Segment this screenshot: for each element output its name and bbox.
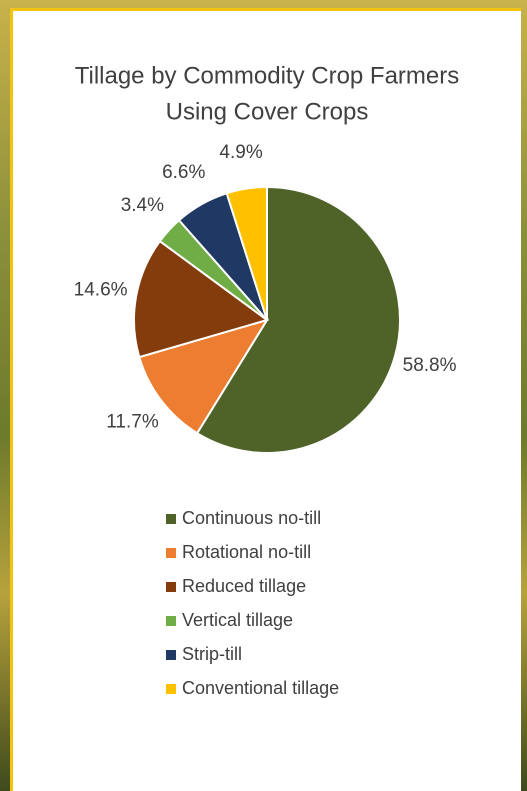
data-label: 58.8% bbox=[403, 355, 457, 376]
pie-slice bbox=[195, 185, 401, 454]
data-label: 3.4% bbox=[121, 195, 164, 216]
data-label: 4.9% bbox=[219, 142, 262, 163]
data-label: 6.6% bbox=[162, 162, 205, 183]
legend-swatch bbox=[166, 582, 176, 592]
legend-label: Conventional tillage bbox=[182, 678, 339, 698]
legend-label: Vertical tillage bbox=[182, 610, 293, 630]
legend-swatch bbox=[166, 650, 176, 660]
legend-swatch bbox=[166, 548, 176, 558]
chart-title: Tillage by Commodity Crop Farmers bbox=[75, 62, 460, 89]
legend-label: Rotational no-till bbox=[182, 542, 311, 562]
legend-swatch bbox=[166, 684, 176, 694]
legend-swatch bbox=[166, 616, 176, 626]
data-label: 14.6% bbox=[74, 279, 128, 300]
pie-slice bbox=[133, 239, 270, 359]
legend-label: Strip-till bbox=[182, 644, 242, 664]
legend-label: Continuous no-till bbox=[182, 508, 321, 528]
data-label: 11.7% bbox=[106, 411, 159, 432]
chart-title: Using Cover Crops bbox=[166, 98, 369, 125]
legend-label: Reduced tillage bbox=[182, 576, 306, 596]
pie-slice bbox=[225, 185, 268, 321]
legend-swatch bbox=[166, 514, 176, 524]
